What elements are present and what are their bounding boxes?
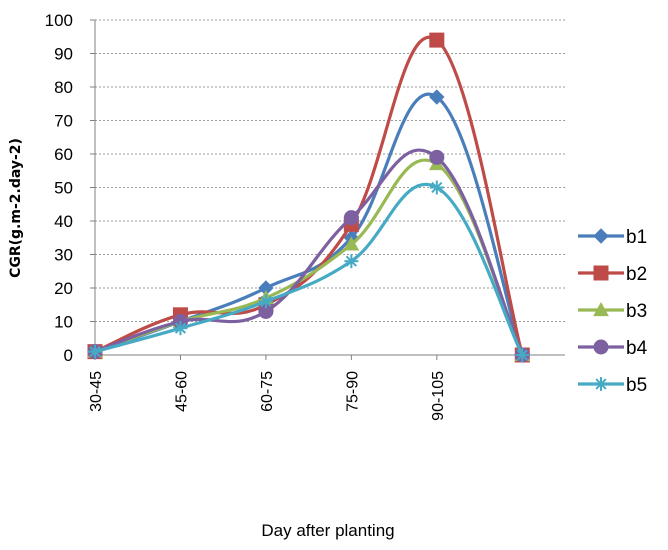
y-tick-label: 50 — [54, 179, 73, 198]
series-line-b2 — [94, 35, 524, 356]
legend-marker-b3 — [593, 301, 609, 317]
axes — [90, 19, 565, 360]
legend-marker-b5 — [594, 377, 608, 391]
y-tick-label: 80 — [54, 78, 73, 97]
series-b5 — [88, 180, 530, 362]
data-point-b5 — [429, 180, 444, 195]
data-series — [87, 32, 531, 363]
legend-marker-b4 — [593, 339, 609, 355]
star-stroke — [260, 295, 272, 308]
star-stroke — [431, 181, 443, 194]
y-tick-label: 100 — [45, 11, 73, 30]
legend-label: b3 — [626, 301, 647, 322]
data-point-b5 — [173, 321, 188, 336]
data-point-b5 — [515, 348, 530, 362]
legend: b1 b2 b3 b4 b5 — [578, 227, 648, 396]
y-tick-label: 70 — [54, 112, 73, 131]
x-tick-labels: 30-45 45-60 60-75 75-90 90-105 — [88, 371, 447, 421]
y-tick-label: 40 — [54, 212, 73, 231]
legend-label: b4 — [626, 338, 648, 359]
star-stroke — [595, 378, 607, 390]
legend-label: b1 — [626, 227, 647, 248]
data-point-b5 — [88, 344, 102, 359]
legend-item-b1: b1 — [578, 227, 647, 248]
legend-item-b4: b4 — [578, 338, 648, 359]
x-axis-label: Day after planting — [261, 521, 394, 540]
x-tick-label: 75-90 — [344, 371, 361, 412]
x-tick-label: 30-45 — [88, 371, 105, 412]
legend-marker-b1 — [593, 228, 609, 244]
legend-item-b2: b2 — [578, 264, 647, 285]
y-tick-label: 90 — [54, 45, 73, 64]
y-tick-label: 20 — [54, 279, 73, 298]
x-tick-label: 60-75 — [259, 371, 276, 412]
y-tick-label: 30 — [54, 246, 73, 265]
y-axis-label: CGR(g.m-2.day-2) — [8, 138, 24, 278]
data-point-b4 — [429, 149, 445, 165]
data-point-b4 — [343, 210, 359, 226]
legend-item-b3: b3 — [578, 301, 647, 322]
y-tick-label: 10 — [54, 313, 73, 332]
legend-label: b2 — [626, 264, 647, 285]
legend-marker-b2 — [593, 265, 609, 281]
series-line-b4 — [94, 148, 524, 356]
star-stroke — [89, 346, 101, 358]
data-point-b5 — [258, 294, 273, 309]
data-point-b5 — [344, 254, 359, 269]
y-tick-labels: 0 10 20 30 40 50 60 70 80 90 100 — [45, 11, 73, 365]
star-stroke — [345, 255, 357, 267]
data-point-b1 — [429, 89, 445, 105]
series-line-b1 — [94, 92, 524, 356]
star-stroke — [174, 322, 187, 334]
data-point-b2 — [429, 32, 445, 48]
y-tick-label: 60 — [54, 145, 73, 164]
x-tick-label: 90-105 — [430, 371, 447, 421]
legend-label: b5 — [626, 375, 647, 396]
data-point-b3 — [343, 236, 360, 251]
star-stroke — [516, 349, 528, 361]
x-tick-label: 45-60 — [173, 371, 190, 412]
series-b4 — [87, 148, 530, 363]
y-tick-label: 0 — [64, 346, 73, 365]
legend-item-b5: b5 — [578, 375, 647, 396]
